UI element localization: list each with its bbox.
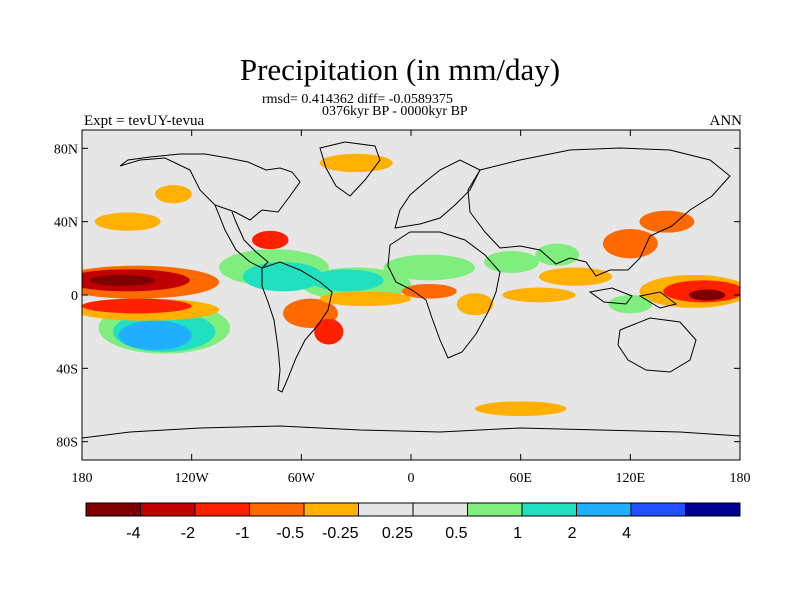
anomaly-maritime-wet [608, 295, 653, 314]
colorbar-box [412, 502, 468, 517]
x-tick-label: 60W [288, 471, 316, 486]
anomaly-gulf-guinea-dry [401, 284, 457, 299]
anomaly-indian-ocean-dry [502, 287, 576, 303]
y-tick-label: 40N [54, 216, 78, 231]
coastline-south-america [261, 261, 333, 393]
anomaly-cpac-south-wet [82, 298, 192, 314]
x-axis: 180 120W 60W 0 60E 120E 180 [72, 130, 751, 486]
anomaly-japan-dry [639, 210, 695, 233]
anomaly-east-africa-dry [456, 293, 494, 316]
period-line: 0376kyr BP - 0000kyr BP [322, 104, 468, 119]
page-title: Precipitation (in mm/day) [239, 52, 561, 87]
colorbar-box [521, 502, 577, 517]
colorbar-label: 0.5 [445, 525, 467, 542]
colorbar-box [140, 502, 196, 517]
coastline-europe [394, 159, 481, 229]
coastline-africa [387, 231, 501, 359]
colorbar-label: 2 [568, 525, 577, 542]
anomaly-cpac-north-core [89, 274, 156, 286]
colorbar-label: 1 [513, 525, 522, 542]
colorbar-box [685, 502, 741, 517]
colorbar-box [630, 502, 686, 517]
anomaly-gulf-dry [251, 230, 289, 250]
stats-line: rmsd= 0.414362 diff= -0.0589375 [262, 92, 453, 107]
y-axis: 80N 40N 0 40S 80S [54, 142, 740, 451]
coastline-antarctica [82, 425, 740, 439]
x-tick-label: 180 [730, 471, 751, 486]
y-tick-label: 40S [56, 362, 78, 377]
y-tick-label: 80N [54, 142, 78, 157]
x-tick-label: 0 [408, 471, 415, 486]
colorbar-box [576, 502, 632, 517]
anomaly-warm-pool-core [688, 289, 726, 301]
coastline-greenland [319, 141, 381, 197]
colorbar-label: 4 [622, 525, 631, 542]
colorbar-label: -4 [126, 525, 140, 542]
coastline-maritime-continent [588, 287, 678, 309]
anomaly-arctic-dry [319, 153, 393, 173]
colorbar-box [194, 502, 250, 517]
colorbar-box [85, 502, 141, 517]
anomaly-alaska-dry [155, 185, 192, 204]
anomaly-atlantic-itcz-wet [310, 269, 384, 292]
colorbar-box [467, 502, 523, 517]
y-tick-label: 0 [71, 289, 78, 304]
coastlines [82, 141, 740, 439]
coastline-australia [617, 317, 697, 373]
anomaly-nepac-dry [94, 212, 161, 231]
coastline-asia [467, 147, 731, 277]
coastline-north-america [119, 153, 301, 221]
anomaly-east-asia-dry [602, 229, 658, 259]
x-tick-label: 120W [175, 471, 210, 486]
anomaly-south-asia-dry [538, 267, 613, 286]
x-tick-label: 120E [616, 471, 646, 486]
x-tick-label: 60E [509, 471, 532, 486]
anomaly-spcz-wet [118, 320, 192, 351]
anomaly-arabia-wet [484, 251, 539, 273]
anomaly-india-wet [535, 243, 580, 266]
anomaly-eq-atlantic-dry [319, 291, 411, 306]
anomaly-southern-ocean-dry [474, 401, 567, 416]
anomaly-brazil-dry [314, 318, 344, 345]
colorbar-box [303, 502, 359, 517]
anomaly-layer [82, 153, 740, 416]
coastline-central-america [214, 204, 269, 269]
colorbar-label: -0.5 [276, 525, 304, 542]
colorbar: -4 -2 -1 -0.5 -0.25 0.25 0.5 1 2 4 [85, 502, 741, 542]
colorbar-box [358, 502, 414, 517]
anomaly-caribbean-wet [242, 262, 324, 292]
experiment-label: Expt = tevUY-tevua [84, 113, 205, 129]
season-label: ANN [709, 113, 743, 129]
colorbar-label: -0.25 [322, 525, 359, 542]
anomaly-sahel-wet [383, 254, 475, 281]
colorbar-label: 0.25 [382, 525, 413, 542]
colorbar-box [249, 502, 305, 517]
colorbar-label: -1 [235, 525, 249, 542]
x-tick-label: 180 [72, 471, 93, 486]
colorbar-label: -2 [181, 525, 195, 542]
y-tick-label: 80S [56, 436, 78, 451]
